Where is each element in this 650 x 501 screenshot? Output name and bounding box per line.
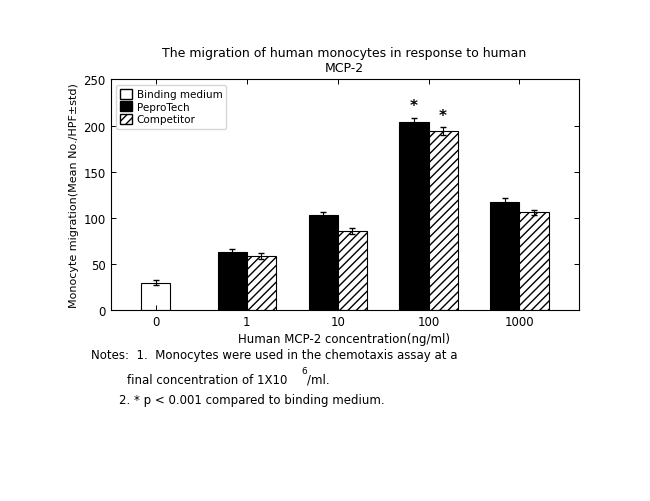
- Bar: [428, 132, 458, 311]
- Text: Notes:  1.  Monocytes were used in the chemotaxis assay at a: Notes: 1. Monocytes were used in the che…: [91, 348, 458, 361]
- Bar: [247, 256, 276, 311]
- Bar: [400, 123, 428, 311]
- Bar: [309, 215, 338, 311]
- Bar: [490, 203, 519, 311]
- Bar: [142, 283, 170, 311]
- Text: 6: 6: [301, 367, 307, 376]
- Title: The migration of human monocytes in response to human
MCP-2: The migration of human monocytes in resp…: [162, 47, 526, 75]
- Text: 2. * p < 0.001 compared to binding medium.: 2. * p < 0.001 compared to binding mediu…: [119, 393, 385, 406]
- Text: *: *: [410, 99, 418, 114]
- Legend: Binding medium, PeproTech, Competitor: Binding medium, PeproTech, Competitor: [116, 85, 226, 129]
- Text: /ml.: /ml.: [307, 373, 330, 386]
- Bar: [519, 213, 549, 311]
- Y-axis label: Monocyte migration(Mean No./HPF±std): Monocyte migration(Mean No./HPF±std): [69, 83, 79, 308]
- X-axis label: Human MCP-2 concentration(ng/ml): Human MCP-2 concentration(ng/ml): [239, 333, 450, 346]
- Text: final concentration of 1X10: final concentration of 1X10: [127, 373, 287, 386]
- Bar: [218, 253, 247, 311]
- Text: *: *: [439, 109, 447, 123]
- Bar: [338, 231, 367, 311]
